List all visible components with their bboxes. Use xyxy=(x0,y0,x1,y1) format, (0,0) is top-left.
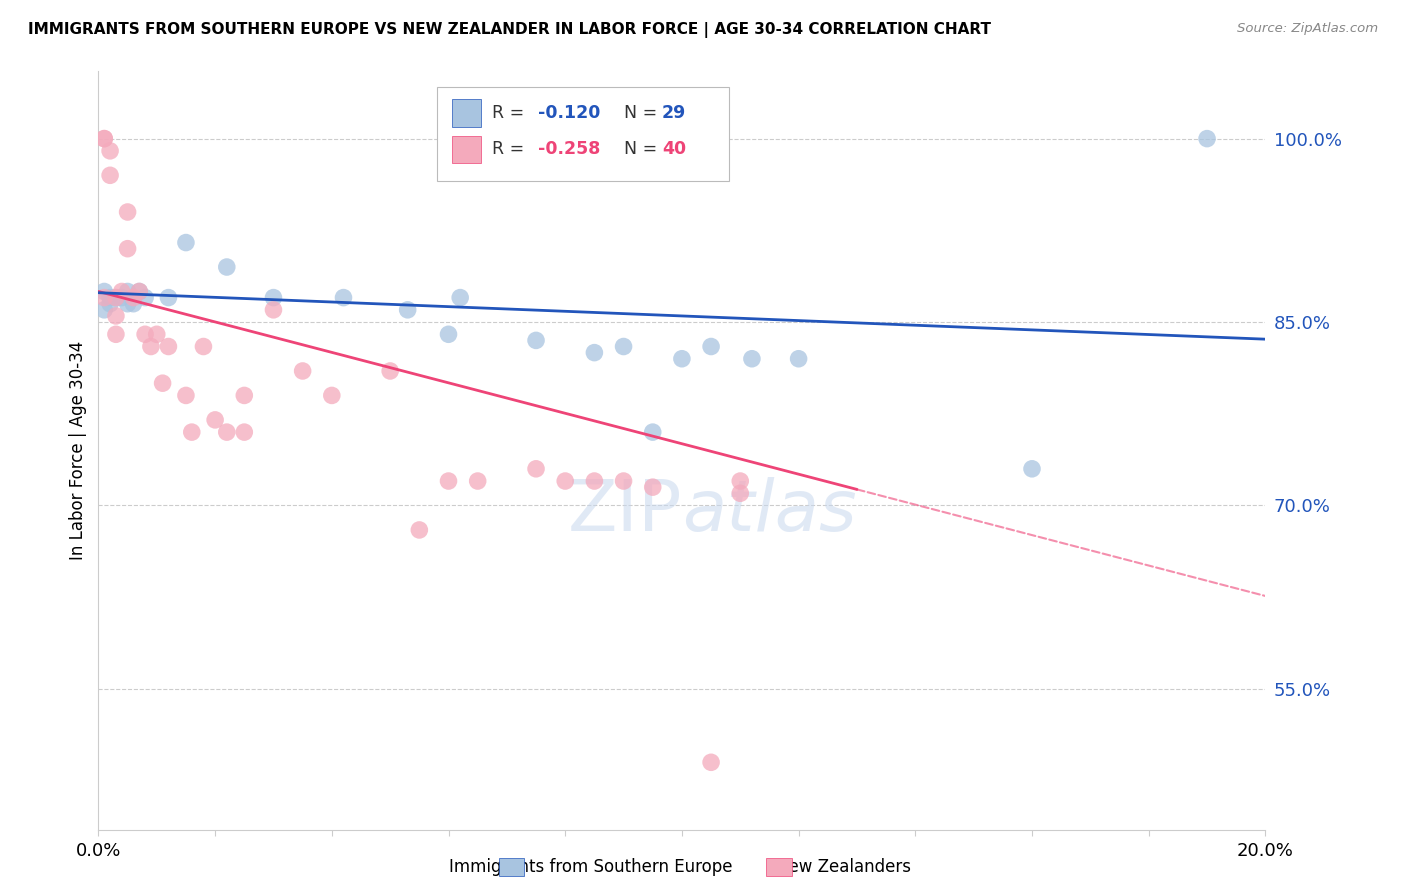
Point xyxy=(437,474,460,488)
Point xyxy=(152,376,174,391)
Point xyxy=(122,296,145,310)
Point xyxy=(554,474,576,488)
Point xyxy=(215,260,238,274)
Point xyxy=(332,291,354,305)
Text: New Zealanders: New Zealanders xyxy=(776,858,911,876)
Point xyxy=(117,205,139,219)
Point xyxy=(467,474,489,488)
Text: R =: R = xyxy=(492,104,530,122)
Point xyxy=(700,756,723,770)
Y-axis label: In Labor Force | Age 30-34: In Labor Force | Age 30-34 xyxy=(69,341,87,560)
Point xyxy=(117,242,139,256)
FancyBboxPatch shape xyxy=(451,99,481,127)
Text: 40: 40 xyxy=(662,140,686,159)
Point xyxy=(380,364,402,378)
Point xyxy=(98,296,121,310)
Point xyxy=(291,364,314,378)
Point xyxy=(215,425,238,439)
Point xyxy=(122,291,145,305)
Point xyxy=(612,474,634,488)
Point xyxy=(174,388,197,402)
Point xyxy=(204,413,226,427)
Point xyxy=(321,388,343,402)
Point xyxy=(262,291,284,305)
FancyBboxPatch shape xyxy=(451,136,481,163)
Point xyxy=(139,339,162,353)
Point xyxy=(157,339,180,353)
Text: Source: ZipAtlas.com: Source: ZipAtlas.com xyxy=(1237,22,1378,36)
Text: R =: R = xyxy=(492,140,530,159)
Point xyxy=(449,291,471,305)
Point xyxy=(98,169,121,183)
Point xyxy=(524,462,547,476)
Text: IMMIGRANTS FROM SOUTHERN EUROPE VS NEW ZEALANDER IN LABOR FORCE | AGE 30-34 CORR: IMMIGRANTS FROM SOUTHERN EUROPE VS NEW Z… xyxy=(28,22,991,38)
Point xyxy=(408,523,430,537)
Text: -0.120: -0.120 xyxy=(538,104,600,122)
Text: N =: N = xyxy=(623,140,662,159)
Point xyxy=(134,327,156,342)
Point xyxy=(641,425,664,439)
Point xyxy=(730,486,752,500)
Text: Immigrants from Southern Europe: Immigrants from Southern Europe xyxy=(449,858,733,876)
Point xyxy=(111,291,134,305)
Point xyxy=(174,235,197,250)
Point xyxy=(104,291,127,305)
FancyBboxPatch shape xyxy=(437,87,728,181)
Point xyxy=(93,302,115,317)
Point xyxy=(193,339,215,353)
Point xyxy=(583,345,606,359)
Text: N =: N = xyxy=(623,104,662,122)
Text: -0.258: -0.258 xyxy=(538,140,600,159)
Point xyxy=(98,291,121,305)
Point xyxy=(93,291,115,305)
Point xyxy=(787,351,810,366)
Point xyxy=(93,285,115,299)
Point xyxy=(233,425,256,439)
Point xyxy=(134,291,156,305)
Text: atlas: atlas xyxy=(682,476,856,546)
Point xyxy=(93,131,115,145)
Point xyxy=(117,285,139,299)
Point xyxy=(730,474,752,488)
Point xyxy=(1021,462,1043,476)
Text: ZIP: ZIP xyxy=(568,476,682,546)
Point xyxy=(104,291,127,305)
Point xyxy=(128,285,150,299)
Point xyxy=(104,327,127,342)
Text: 29: 29 xyxy=(662,104,686,122)
Point xyxy=(128,285,150,299)
Point xyxy=(104,309,127,323)
Point xyxy=(671,351,693,366)
Point xyxy=(262,302,284,317)
Point xyxy=(157,291,180,305)
Point xyxy=(146,327,169,342)
Point xyxy=(641,480,664,494)
Point xyxy=(1195,131,1218,145)
Point xyxy=(741,351,763,366)
Point xyxy=(98,144,121,158)
Point xyxy=(111,285,134,299)
Point xyxy=(396,302,419,317)
Point xyxy=(180,425,202,439)
Point xyxy=(612,339,634,353)
Point xyxy=(700,339,723,353)
Point xyxy=(233,388,256,402)
Point xyxy=(437,327,460,342)
Point xyxy=(524,334,547,348)
Point xyxy=(117,296,139,310)
Point xyxy=(583,474,606,488)
Point xyxy=(93,131,115,145)
